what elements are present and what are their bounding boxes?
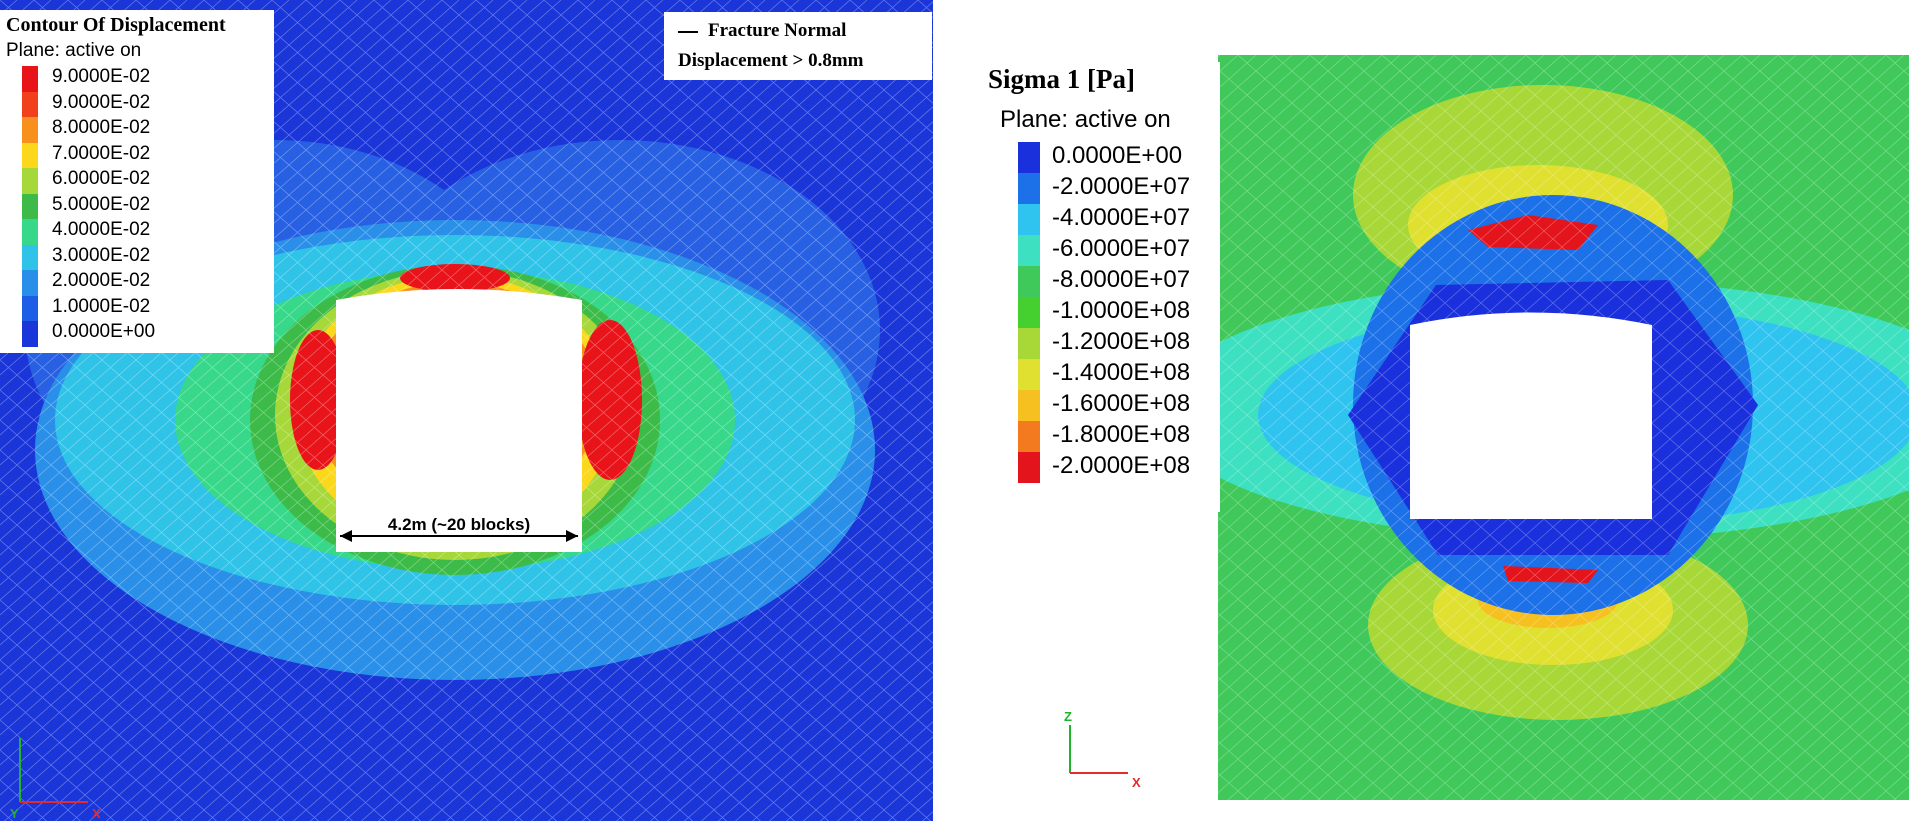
sigma1-contour-plot: Z X	[1064, 55, 1909, 800]
legend-swatch	[22, 295, 38, 321]
legend-level-label: 6.0000E-02	[52, 168, 151, 189]
legend-swatch	[1018, 266, 1040, 297]
fracture-note-line1: Fracture Normal	[678, 20, 846, 42]
legend-level-label: 0.0000E+00	[52, 321, 156, 342]
legend-swatch	[1018, 142, 1040, 173]
dimension-arrow	[340, 530, 578, 542]
legend-level-label: -1.4000E+08	[1052, 359, 1191, 386]
legend-subtitle: Plane: active on	[6, 40, 142, 61]
legend-swatch	[22, 168, 38, 194]
legend-level-label: -1.0000E+08	[1052, 297, 1191, 324]
legend-level-label: 7.0000E-02	[52, 142, 151, 164]
legend-level-label: -1.8000E+08	[1052, 421, 1191, 448]
legend-swatch	[1018, 204, 1040, 235]
legend-swatch	[1018, 328, 1040, 359]
legend-level-label: 5.0000E-02	[52, 193, 151, 215]
legend-level-label: 8.0000E-02	[52, 117, 151, 138]
dimension-label: 4.2m (~20 blocks)	[388, 515, 530, 534]
legend-level-label: -2.0000E+07	[1052, 173, 1191, 200]
legend-swatch	[22, 66, 38, 92]
legend-swatch	[1018, 359, 1040, 390]
legend-level-label: 1.0000E-02	[52, 295, 151, 317]
legend-level-label: -1.2000E+08	[1052, 328, 1191, 355]
legend-swatch	[22, 270, 38, 296]
legend-title: Sigma 1 [Pa]	[988, 64, 1135, 94]
legend-level-label: 0.0000E+00	[1052, 142, 1183, 169]
sigma1-legend-panel: Sigma 1 [Pa] Plane: active on 0.0000E+00…	[980, 62, 1220, 512]
displacement-legend: Contour Of Displacement Plane: active on…	[0, 10, 274, 353]
fracture-note: Fracture Normal Displacement > 0.8mm	[664, 12, 932, 80]
tunnel-opening	[336, 289, 582, 552]
fracture-note-text: Fracture Normal	[708, 20, 847, 41]
legend-swatch	[22, 117, 38, 143]
fracture-note-line2: Displacement > 0.8mm	[678, 50, 864, 71]
axis-x-label: X	[92, 806, 101, 821]
fracture-line-symbol	[678, 30, 698, 33]
axis-triad: Z X	[1064, 709, 1141, 790]
legend-level-label: -2.0000E+08	[1052, 452, 1191, 479]
legend-swatch	[22, 193, 38, 219]
legend-swatch	[1018, 421, 1040, 452]
legend-level-label: 9.0000E-02	[52, 66, 151, 87]
legend-title: Contour Of Displacement	[6, 14, 226, 36]
legend-swatch	[1018, 297, 1040, 328]
legend-swatch	[1018, 390, 1040, 421]
axis-z-label: Z	[1064, 709, 1072, 724]
legend-level-label: -1.6000E+08	[1052, 390, 1191, 417]
legend-level-label: -8.0000E+07	[1052, 266, 1191, 293]
legend-level-label: 9.0000E-02	[52, 91, 151, 113]
legend-level-label: 2.0000E-02	[52, 270, 151, 291]
legend-subtitle: Plane: active on	[1000, 106, 1171, 133]
legend-swatch	[22, 142, 38, 168]
sigma1-contour-panel: Z X	[1058, 55, 1909, 800]
legend-swatch	[22, 321, 38, 347]
tunnel-opening	[1410, 312, 1652, 519]
legend-swatch	[1018, 235, 1040, 266]
legend-level-label: -6.0000E+07	[1052, 235, 1191, 262]
axis-triad: Y X	[10, 738, 101, 821]
legend-swatch	[22, 91, 38, 117]
legend-swatch	[1018, 452, 1040, 483]
displacement-contour-panel: 4.2m (~20 blocks) Y X Contour Of Displac…	[0, 0, 933, 821]
axis-x-label: X	[1132, 775, 1141, 790]
legend-swatch	[1018, 173, 1040, 204]
legend-level-label: 4.0000E-02	[52, 219, 151, 240]
legend-swatch	[22, 219, 38, 245]
legend-level-label: -4.0000E+07	[1052, 204, 1191, 231]
legend-level-label: 3.0000E-02	[52, 244, 151, 266]
axis-y-label: Y	[10, 806, 19, 821]
legend-swatch	[22, 244, 38, 270]
